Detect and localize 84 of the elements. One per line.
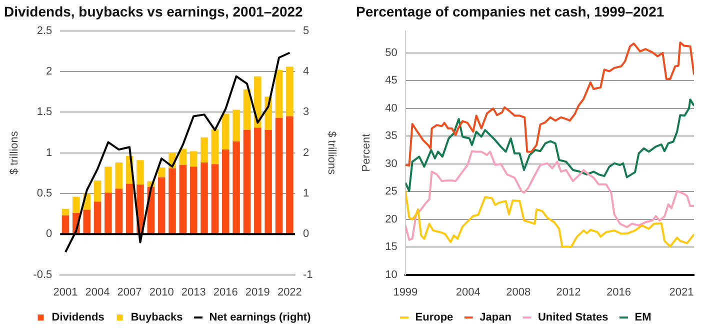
bar (115, 188, 122, 234)
y-tick-label: 40 (385, 102, 398, 114)
y-tick-label: 20 (385, 213, 398, 226)
y-tick-label: 0.5 (36, 188, 52, 200)
y-tick-label: 35 (385, 130, 398, 142)
bar (94, 180, 102, 202)
y-axis-title: $ trillions (8, 130, 21, 175)
y-tick-label: -0.5 (33, 268, 52, 281)
x-tick-label: 2016 (606, 286, 631, 298)
bar (115, 162, 122, 189)
y2-tick-label: 5 (303, 24, 310, 37)
y2-tick-label: 2 (303, 146, 310, 159)
bar (158, 167, 166, 178)
y2-tick-label: 3 (303, 106, 310, 118)
bar (62, 208, 70, 216)
bar (136, 160, 144, 185)
bar (190, 151, 198, 167)
y-tick-label: 30 (385, 158, 398, 170)
bar (286, 116, 294, 234)
bar (264, 130, 272, 234)
bar (243, 130, 251, 234)
legend-label: Net earnings (right) (209, 312, 312, 324)
y2-tick-label: 4 (303, 66, 310, 78)
y-tick-label: 10 (385, 268, 398, 281)
bar (179, 165, 187, 234)
y-tick-label: 0 (46, 228, 52, 240)
x-tick-label: 2012 (556, 286, 581, 298)
bar (232, 141, 240, 234)
x-tick-label: 2001 (53, 286, 78, 298)
y-tick-label: 15 (385, 241, 398, 254)
bar (200, 162, 208, 234)
bar (104, 192, 112, 234)
bar (179, 148, 187, 165)
y-tick-label: 50 (385, 47, 398, 60)
legend-label: Buybacks (130, 312, 183, 324)
x-tick-label: 2013 (181, 286, 206, 298)
bar (83, 210, 90, 234)
bar (72, 196, 80, 213)
legend-label: EM (634, 312, 652, 324)
x-tick-label: 2004 (456, 286, 480, 298)
x-tick-label: 2022 (277, 286, 302, 298)
bar (200, 137, 208, 163)
x-tick-label: 2008 (506, 286, 531, 298)
y2-tick-label: 0 (303, 228, 310, 240)
x-tick-label: 1999 (393, 286, 418, 298)
x-tick-label: 2007 (117, 286, 142, 298)
legend-label: Europe (415, 312, 454, 324)
x-tick-label: 2021 (669, 286, 694, 298)
bar (126, 184, 134, 234)
legend-label: Dividends (52, 312, 104, 324)
x-tick-label: 2019 (245, 286, 270, 298)
y-tick-label: 2.5 (36, 24, 52, 37)
bar (286, 66, 294, 116)
bar (168, 168, 176, 234)
y2-tick-label: 1 (303, 188, 310, 200)
y-tick-label: 2 (46, 66, 52, 78)
chart-title: Percentage of companies net cash, 1999–2021 (356, 3, 664, 20)
bar (94, 202, 102, 234)
bar (254, 128, 262, 234)
bar (222, 150, 230, 234)
bar (190, 166, 198, 234)
bar (158, 177, 166, 234)
y-tick-label: 45 (385, 74, 398, 87)
bar (62, 215, 70, 234)
y-tick-label: 1 (46, 146, 52, 159)
y-tick-label: 1.5 (36, 106, 52, 118)
y2-tick-label: -1 (303, 268, 313, 281)
legend-label: Japan (480, 312, 512, 324)
chart-title: Dividends, buybacks vs earnings, 2001–2022 (4, 3, 304, 20)
y2-axis-title: $ trillions (325, 131, 338, 175)
bar (222, 114, 230, 150)
bar (243, 89, 251, 130)
bar (211, 164, 219, 234)
y-tick-label: 25 (385, 186, 398, 198)
x-tick-label: 2010 (149, 286, 174, 298)
x-tick-label: 2004 (85, 286, 110, 298)
bar (104, 166, 112, 193)
y-axis-title: Percent (360, 134, 373, 172)
x-tick-label: 2016 (213, 286, 238, 298)
bar (275, 70, 283, 118)
bar (275, 118, 283, 234)
bar (211, 129, 219, 164)
bar (232, 110, 240, 142)
legend-label: United States (538, 312, 608, 324)
